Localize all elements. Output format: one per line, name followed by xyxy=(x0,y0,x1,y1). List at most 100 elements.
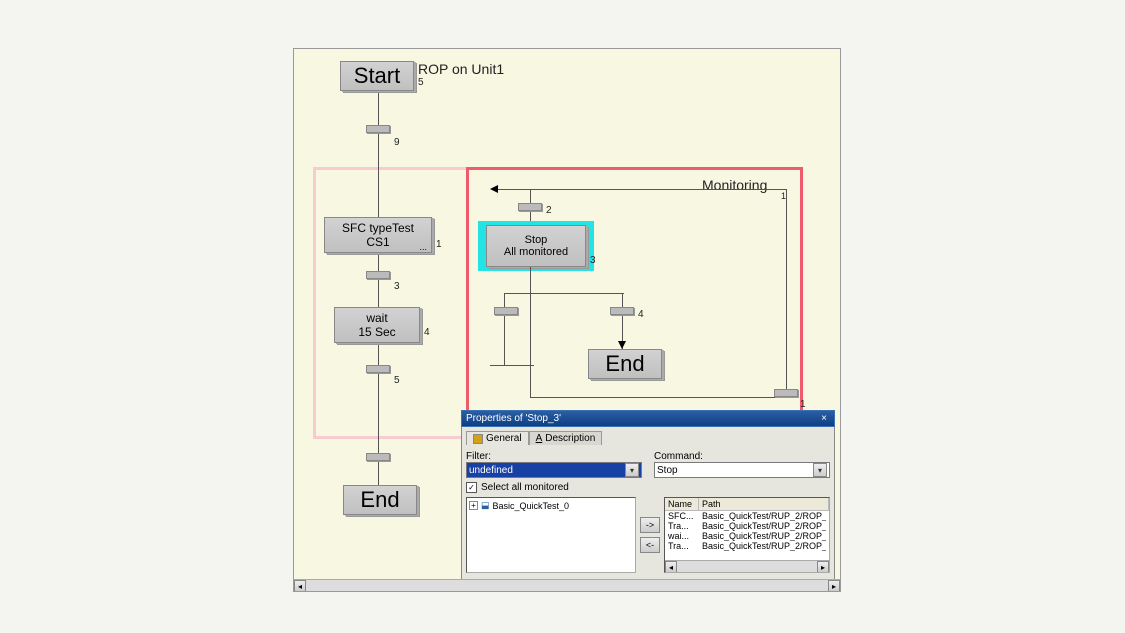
transition-label: 3 xyxy=(394,281,400,292)
tab-description-label: Description xyxy=(545,433,595,444)
row-path: Basic_QuickTest/RUP_2/ROP_5... xyxy=(702,531,826,541)
block-sfc-bot: CS1 xyxy=(366,235,389,249)
tab-description[interactable]: A Description xyxy=(529,431,603,445)
tab-bar: General A Description xyxy=(466,431,830,445)
block-sfc-top: SFC typeTest xyxy=(342,221,414,235)
list-item[interactable]: wai...Basic_QuickTest/RUP_2/ROP_5... xyxy=(665,531,829,541)
scroll-left-icon[interactable]: ◂ xyxy=(665,561,677,573)
block-stop-num: 3 xyxy=(590,255,596,266)
row-name: SFC... xyxy=(668,511,702,521)
horizontal-scrollbar[interactable]: ◂ ▸ xyxy=(665,560,829,572)
row-name: Tra... xyxy=(668,521,702,531)
ellipsis: ... xyxy=(419,242,427,252)
command-value: Stop xyxy=(657,465,678,476)
block-sfc-num: 1 xyxy=(436,239,442,250)
scroll-left-icon[interactable]: ◂ xyxy=(294,580,306,592)
list-header: Name Path xyxy=(665,498,829,511)
chevron-down-icon[interactable]: ▾ xyxy=(813,463,827,477)
transition[interactable] xyxy=(774,389,798,397)
branch-split-line xyxy=(504,293,624,294)
row-name: Tra... xyxy=(668,541,702,551)
transition[interactable] xyxy=(518,203,542,211)
tree-icon: ⬓ xyxy=(481,500,490,511)
expand-icon[interactable]: + xyxy=(469,501,478,510)
transition-label: 4 xyxy=(638,309,644,320)
path-list[interactable]: Name Path SFC...Basic_QuickTest/RUP_2/RO… xyxy=(664,497,830,573)
transition[interactable] xyxy=(366,365,390,373)
close-icon[interactable]: × xyxy=(818,413,830,424)
tab-general[interactable]: General xyxy=(466,431,529,445)
transition-label: 5 xyxy=(394,375,400,386)
row-name: wai... xyxy=(668,531,702,541)
mon-vline-right xyxy=(786,189,787,397)
transition-label: 9 xyxy=(394,137,400,148)
mon-bot-line xyxy=(530,397,786,398)
region-monitoring[interactable] xyxy=(466,167,803,439)
transition[interactable] xyxy=(366,271,390,279)
command-combo[interactable]: Stop ▾ xyxy=(654,462,830,478)
transition[interactable] xyxy=(494,307,518,315)
monitoring-label: Monitoring xyxy=(702,177,767,193)
tree-list[interactable]: + ⬓ Basic_QuickTest_0 xyxy=(466,497,636,573)
tab-general-icon xyxy=(473,434,483,444)
block-start-label: Start xyxy=(354,63,400,89)
col-name[interactable]: Name xyxy=(665,498,699,510)
chart-title: ROP on Unit1 xyxy=(418,61,504,77)
panel-title-text: Properties of 'Stop_3' xyxy=(466,413,561,424)
block-wait[interactable]: wait 15 Sec xyxy=(334,307,420,343)
filter-value: undefined xyxy=(469,465,513,476)
tree-item-label: Basic_QuickTest_0 xyxy=(493,501,570,511)
row-path: Basic_QuickTest/RUP_2/ROP_5... xyxy=(702,511,826,521)
tab-general-label: General xyxy=(486,433,522,444)
block-wait-bot: 15 Sec xyxy=(358,325,395,339)
branch-left-h xyxy=(490,365,534,366)
block-start[interactable]: Start xyxy=(340,61,414,91)
move-left-button[interactable]: <- xyxy=(640,537,660,553)
list-item[interactable]: SFC...Basic_QuickTest/RUP_2/ROP_5... xyxy=(665,511,829,521)
stop-down-line xyxy=(530,267,531,293)
arrow-down-icon xyxy=(618,341,626,349)
transition[interactable] xyxy=(610,307,634,315)
block-end-left[interactable]: End xyxy=(343,485,417,515)
block-wait-top: wait xyxy=(366,311,387,325)
chevron-down-icon[interactable]: ▾ xyxy=(625,463,639,477)
trunk-line xyxy=(378,91,379,485)
col-path[interactable]: Path xyxy=(699,498,829,510)
transition[interactable] xyxy=(366,453,390,461)
branch-left-v xyxy=(504,293,505,365)
sfc-canvas[interactable]: ROP on Unit1 5 Monitoring 1 Start SFC ty… xyxy=(294,49,840,591)
block-stop[interactable]: Stop All monitored xyxy=(486,225,586,267)
scroll-right-icon[interactable]: ▸ xyxy=(817,561,829,573)
block-end-right-label: End xyxy=(605,351,644,377)
chart-title-num: 5 xyxy=(418,77,424,88)
filter-label: Filter: xyxy=(466,451,642,462)
transition-label: 2 xyxy=(546,205,552,216)
panel-body: General A Description Filter: undefined … xyxy=(461,427,835,587)
block-stop-top: Stop xyxy=(525,234,548,246)
row-path: Basic_QuickTest/RUP_2/ROP_5... xyxy=(702,521,826,531)
panel-titlebar[interactable]: Properties of 'Stop_3' × xyxy=(461,410,835,427)
canvas-horizontal-scrollbar[interactable]: ◂ ▸ xyxy=(294,579,840,591)
properties-panel: Properties of 'Stop_3' × General A Descr… xyxy=(461,410,835,586)
command-label: Command: xyxy=(654,451,830,462)
tree-item[interactable]: + ⬓ Basic_QuickTest_0 xyxy=(469,500,633,511)
list-item[interactable]: Tra...Basic_QuickTest/RUP_2/ROP_5... xyxy=(665,521,829,531)
tab-desc-prefix: A xyxy=(536,433,543,444)
block-sfc[interactable]: SFC typeTest CS1 ... xyxy=(324,217,432,253)
sfc-editor-window: ROP on Unit1 5 Monitoring 1 Start SFC ty… xyxy=(293,48,841,592)
move-right-button[interactable]: -> xyxy=(640,517,660,533)
block-stop-bot: All monitored xyxy=(504,246,568,258)
transition-label: 1 xyxy=(800,399,806,410)
filter-combo[interactable]: undefined ▾ xyxy=(466,462,642,478)
select-all-checkbox[interactable]: ✓ xyxy=(466,482,477,493)
scroll-right-icon[interactable]: ▸ xyxy=(828,580,840,592)
block-end-right[interactable]: End xyxy=(588,349,662,379)
row-path: Basic_QuickTest/RUP_2/ROP_5... xyxy=(702,541,826,551)
transition[interactable] xyxy=(366,125,390,133)
block-wait-num: 4 xyxy=(424,327,430,338)
arrow-left-icon xyxy=(490,185,498,193)
list-item[interactable]: Tra...Basic_QuickTest/RUP_2/ROP_5... xyxy=(665,541,829,551)
mon-top-line xyxy=(494,189,786,190)
block-end-left-label: End xyxy=(360,487,399,513)
select-all-label: Select all monitored xyxy=(481,482,569,493)
